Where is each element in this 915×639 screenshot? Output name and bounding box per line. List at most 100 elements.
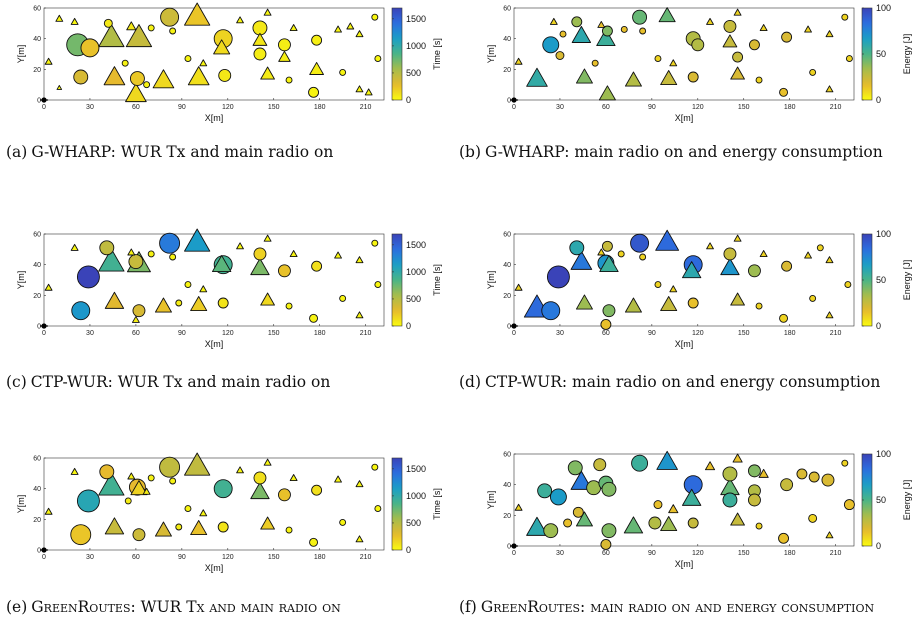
node-circle xyxy=(781,31,793,43)
node-triangle xyxy=(250,482,270,500)
node-triangle xyxy=(263,234,272,242)
node-triangle xyxy=(514,503,523,511)
x-axis-label: X[m] xyxy=(205,563,224,573)
node-circle xyxy=(654,55,662,63)
x-tick-label: 60 xyxy=(602,550,610,557)
colorbar-label: Energy [J] xyxy=(902,480,912,521)
x-tick-label: 210 xyxy=(830,104,842,111)
node-circle xyxy=(309,313,318,323)
colorbar-label: Time [s] xyxy=(432,38,442,70)
x-tick-label: 120 xyxy=(222,554,234,561)
node-triangle xyxy=(142,487,151,495)
node-triangle xyxy=(758,468,769,478)
x-tick-label: 180 xyxy=(314,554,326,561)
node-triangle xyxy=(103,66,126,86)
colorbar xyxy=(391,233,403,327)
y-tick-label: 0 xyxy=(37,324,41,331)
colorbar-tick-label: 0 xyxy=(876,95,881,105)
caption-f: (f) GreenRoutes: main radio on and energy… xyxy=(459,597,909,618)
node-circle xyxy=(128,254,144,270)
colorbar-tick-label: 100 xyxy=(876,229,891,239)
node-triangle xyxy=(184,228,211,252)
node-triangle xyxy=(154,297,172,313)
node-circle xyxy=(748,464,761,478)
node-circle xyxy=(147,24,155,32)
node-circle xyxy=(563,518,573,528)
node-triangle xyxy=(125,83,147,103)
node-circle xyxy=(129,71,145,86)
caption-c-tag: (c) xyxy=(6,373,27,391)
colorbar-tick-label: 1000 xyxy=(406,41,426,51)
x-tick-label: 210 xyxy=(830,330,842,337)
x-tick-label: 210 xyxy=(360,554,372,561)
node-triangle xyxy=(656,450,678,470)
node-circle xyxy=(653,500,663,510)
node-circle xyxy=(654,281,662,289)
chart-d: 0 30 60 90 120 150 180 210 0 20 40 60 X[m] Y[m] 0 50 100… xyxy=(486,229,912,349)
y-tick-label: 20 xyxy=(503,293,511,300)
node-triangle xyxy=(597,248,606,256)
plot-area xyxy=(513,7,855,101)
y-tick-label: 0 xyxy=(507,544,511,551)
node-triangle xyxy=(658,7,676,23)
node-circle xyxy=(311,484,323,496)
caption-f-text: GreenRoutes: main radio on and energy co… xyxy=(480,598,875,616)
node-triangle xyxy=(131,315,140,323)
x-tick-label: 120 xyxy=(692,550,704,557)
x-tick-label: 60 xyxy=(132,554,140,561)
caption-c: (c) CTP-WUR: WUR Tx and main radio on xyxy=(6,372,446,393)
x-tick-label: 60 xyxy=(132,104,140,111)
node-circle xyxy=(841,13,849,21)
node-triangle xyxy=(623,516,644,534)
caption-c-text: CTP-WUR: WUR Tx and main radio on xyxy=(30,373,331,391)
node-triangle xyxy=(364,88,373,96)
x-tick-label: 150 xyxy=(268,554,280,561)
node-circle xyxy=(308,86,319,98)
node-triangle xyxy=(263,458,272,466)
node-circle xyxy=(121,59,129,67)
node-triangle xyxy=(682,261,702,279)
colorbar-tick-label: 50 xyxy=(876,49,886,59)
node-circle xyxy=(845,55,853,63)
y-tick-label: 20 xyxy=(503,67,511,74)
y-tick-label: 40 xyxy=(503,36,511,43)
colorbar-label: Energy [J] xyxy=(902,260,912,301)
node-triangle xyxy=(70,467,79,475)
node-circle xyxy=(70,524,92,546)
colorbar-label: Time [s] xyxy=(432,264,442,296)
node-circle xyxy=(213,479,233,499)
x-tick-label: 150 xyxy=(738,104,750,111)
node-triangle xyxy=(825,256,834,264)
colorbar-tick-label: 0 xyxy=(406,545,411,555)
node-circle xyxy=(285,302,293,310)
node-triangle xyxy=(44,57,53,65)
caption-f-tag: (f) xyxy=(459,598,477,616)
node-triangle xyxy=(252,32,268,46)
node-circle xyxy=(374,55,382,63)
node-triangle xyxy=(355,85,364,93)
x-tick-label: 120 xyxy=(692,330,704,337)
node-triangle xyxy=(575,511,593,527)
node-circle xyxy=(549,488,567,506)
node-circle xyxy=(808,513,818,523)
node-circle xyxy=(99,464,115,480)
node-triangle xyxy=(355,480,364,488)
y-tick-label: 40 xyxy=(33,486,41,493)
colorbar-tick-label: 0 xyxy=(876,541,881,551)
node-circle xyxy=(723,247,737,261)
node-triangle xyxy=(804,251,812,259)
node-circle xyxy=(572,506,584,518)
colorbar-tick-label: 0 xyxy=(876,321,881,331)
node-circle xyxy=(309,537,318,547)
panel-b: 0 30 60 90 120 150 180 210 0 20 40 60 X[m] Y[m] 0 50 100… xyxy=(470,0,912,123)
panel-c: 0 30 60 90 120 150 180 210 0 20 40 60 X[m] Y[m] 0 500 10… xyxy=(0,226,442,349)
node-triangle xyxy=(56,84,63,90)
y-tick-label: 40 xyxy=(503,482,511,489)
x-tick-label: 90 xyxy=(178,554,186,561)
x-tick-label: 210 xyxy=(830,550,842,557)
node-triangle xyxy=(704,461,716,471)
node-triangle xyxy=(669,285,678,293)
node-triangle xyxy=(334,475,342,483)
node-triangle xyxy=(289,24,298,31)
node-triangle xyxy=(759,24,768,31)
